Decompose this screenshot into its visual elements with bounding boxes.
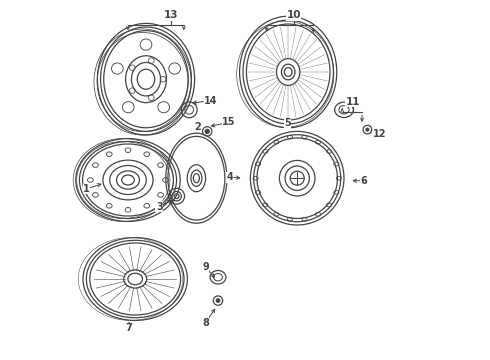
Text: 7: 7	[126, 323, 132, 333]
Text: 9: 9	[202, 262, 209, 272]
Text: 12: 12	[373, 129, 387, 139]
Text: 13: 13	[164, 10, 178, 20]
Text: 14: 14	[204, 96, 218, 106]
Text: 3: 3	[156, 202, 163, 212]
Circle shape	[205, 129, 210, 134]
Text: 6: 6	[361, 176, 367, 186]
Text: 5: 5	[284, 118, 291, 128]
Text: 4: 4	[226, 172, 233, 182]
Text: 10: 10	[286, 10, 301, 20]
Circle shape	[216, 298, 220, 303]
Text: 1: 1	[83, 184, 90, 194]
Text: 15: 15	[222, 117, 236, 127]
Circle shape	[366, 128, 369, 131]
Text: 2: 2	[194, 122, 201, 132]
Text: 11: 11	[346, 96, 360, 107]
Text: 8: 8	[202, 318, 209, 328]
